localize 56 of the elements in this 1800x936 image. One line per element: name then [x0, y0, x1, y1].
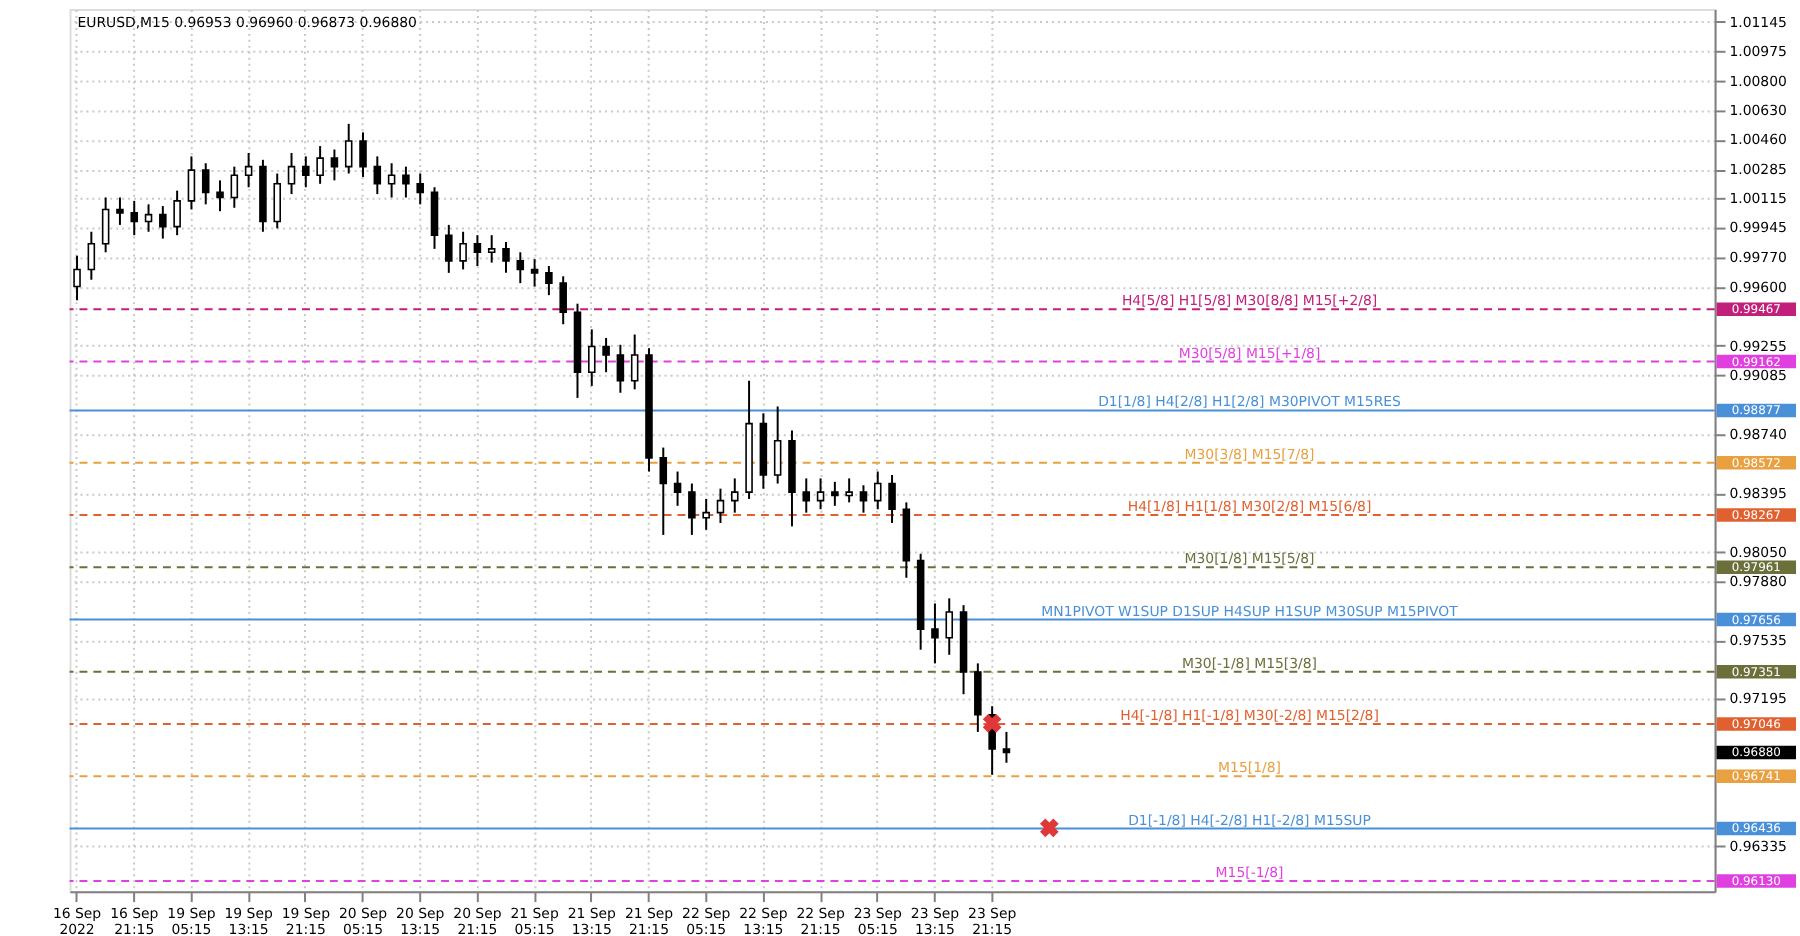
candlestick — [287, 151, 296, 196]
candlestick — [845, 477, 853, 504]
candlestick — [673, 470, 682, 507]
candlestick — [688, 482, 696, 536]
candlestick — [144, 203, 153, 233]
candlestick — [373, 155, 382, 196]
candlestick — [459, 230, 467, 271]
candlestick — [101, 196, 110, 254]
candlestick — [201, 162, 210, 206]
candlestick — [659, 446, 668, 536]
candlestick — [430, 186, 439, 250]
candlestick — [316, 145, 324, 185]
candlestick — [974, 662, 982, 733]
candlestick — [859, 484, 868, 514]
candlestick — [802, 477, 811, 514]
candlestick — [302, 155, 310, 189]
candlestick — [588, 328, 596, 387]
candlestick — [330, 148, 339, 182]
candlestick — [702, 497, 710, 531]
candlestick — [473, 234, 482, 268]
candlestick — [416, 172, 424, 206]
candlestick — [116, 196, 124, 226]
candlestick — [816, 477, 825, 511]
candlestick — [516, 251, 525, 285]
candlestick — [273, 172, 281, 230]
candlestick — [73, 254, 81, 302]
candlestick — [559, 275, 567, 326]
candlestick — [359, 131, 367, 178]
candlestick — [873, 470, 882, 511]
candlestick — [530, 258, 539, 288]
candlestick — [945, 597, 954, 656]
candlestick — [445, 223, 453, 274]
candlestick — [502, 241, 510, 274]
candlestick — [1002, 730, 1011, 764]
candlestick — [130, 199, 139, 237]
candlestick — [159, 205, 167, 240]
candlestick — [244, 151, 253, 189]
candlestick — [87, 230, 96, 281]
candlestick — [387, 162, 396, 199]
candlestick — [730, 477, 739, 514]
candlestick — [487, 234, 496, 264]
candlestick — [931, 602, 939, 665]
candlestick — [230, 165, 239, 209]
candlestick — [616, 343, 625, 394]
candlestick — [545, 265, 553, 297]
candlestick — [630, 333, 639, 391]
candlestick — [888, 473, 896, 524]
candlestick — [344, 122, 353, 175]
candlestick — [773, 405, 782, 485]
candlestick — [187, 155, 196, 211]
candlestick — [173, 189, 181, 237]
candlestick — [216, 179, 224, 213]
candlestick — [402, 165, 410, 199]
candlestick — [716, 487, 725, 524]
candlestick — [602, 336, 610, 374]
candlestick — [831, 480, 839, 507]
